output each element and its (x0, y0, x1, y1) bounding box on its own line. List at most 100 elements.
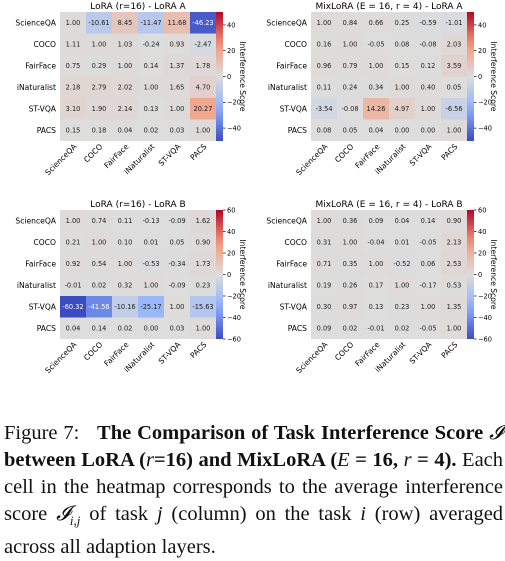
colorbar-tick-label: 40 (478, 228, 486, 236)
cell-value-label: 0.01 (395, 238, 410, 246)
colorbar-tick-label: −20 (478, 292, 492, 300)
heatmap-cell (112, 76, 138, 98)
heatmap-cell (337, 296, 363, 318)
colorbar-tick-label: 20 (478, 249, 486, 257)
cell-value-label: -0.09 (168, 217, 185, 225)
heatmap-cell (190, 274, 216, 296)
row-label: iNaturalist (17, 281, 56, 290)
cell-value-label: 0.02 (92, 281, 107, 289)
heatmap-cell (337, 55, 363, 77)
colorbar-tick-label: 0 (227, 271, 231, 279)
cell-value-label: 1.00 (144, 281, 159, 289)
cell-value-label: -0.13 (142, 217, 159, 225)
heatmap-cell (389, 253, 415, 275)
heatmap-cell (415, 12, 441, 34)
column-label: COCO (333, 340, 355, 362)
heatmap-cell (60, 119, 86, 141)
heatmap-cell (415, 210, 441, 232)
heatmap-cell (363, 119, 389, 141)
cell-value-label: -11.47 (140, 19, 161, 27)
heatmap-cell (311, 296, 337, 318)
colorbar-tick-label: −20 (227, 292, 241, 300)
row-label: ScienceQA (266, 216, 307, 225)
colorbar-tick-label: −40 (227, 125, 241, 133)
cell-value-label: -0.52 (393, 260, 410, 268)
heatmap-cell (311, 253, 337, 275)
heatmap-cell (415, 76, 441, 98)
cell-value-label: 0.19 (317, 281, 332, 289)
row-label: COCO (33, 40, 56, 49)
heatmap-panel-3: LoRA (r=16) - LoRA B 1.00 0.74 0.11 -0.13 -0.… (15, 200, 247, 375)
heatmap-cell (164, 317, 190, 339)
heatmap-figure: LoRA (r=16) - LoRA A 1.00 -10.61 8.45 -11.47… (15, 2, 498, 375)
cell-value-label: 0.10 (118, 238, 133, 246)
cell-value-label: 1.00 (317, 19, 332, 27)
heatmap-cell (164, 274, 190, 296)
cell-value-label: 1.00 (421, 105, 436, 113)
colorbar-tick-label: −20 (227, 99, 241, 107)
colorbar (467, 12, 474, 141)
heatmap-cell (415, 274, 441, 296)
cell-value-label: 0.00 (395, 126, 410, 134)
heatmap-cell (86, 317, 112, 339)
cell-value-label: 1.73 (196, 260, 211, 268)
cell-value-label: 0.11 (118, 217, 133, 225)
heatmap-cell (389, 98, 415, 120)
cell-value-label: 0.35 (343, 260, 358, 268)
cell-value-label: -0.59 (419, 19, 436, 27)
cell-value-label: 0.90 (196, 238, 211, 246)
heatmap-cell (311, 76, 337, 98)
cell-value-label: 0.96 (317, 62, 332, 70)
colorbar-tick-label: 60 (478, 206, 486, 214)
cell-value-label: 4.97 (395, 105, 410, 113)
heatmap-cell (337, 76, 363, 98)
cell-value-label: 0.03 (170, 126, 185, 134)
cell-value-label: 0.01 (144, 238, 159, 246)
heatmap-cell (441, 33, 467, 55)
cell-value-label: 2.13 (447, 238, 462, 246)
cell-value-label: 11.68 (168, 19, 187, 27)
cell-value-label: 0.30 (317, 303, 332, 311)
cell-value-label: 1.00 (343, 40, 358, 48)
heatmap-panel-2: MixLoRA (E = 16, r = 4) - LoRA A 1.00 0.84… (266, 2, 498, 177)
heatmap-cell (86, 98, 112, 120)
row-label: COCO (284, 40, 307, 49)
cell-value-label: 0.97 (343, 303, 358, 311)
cell-value-label: -10.16 (114, 303, 135, 311)
heatmap-cell (337, 210, 363, 232)
colorbar-tick-label: 0 (478, 271, 482, 279)
cell-value-label: -0.17 (419, 281, 436, 289)
heatmap-cell (337, 317, 363, 339)
heatmap-cell (415, 296, 441, 318)
cell-value-label: 1.00 (343, 238, 358, 246)
figure-caption: Figure 7: The Comparison of Task Interfe… (4, 420, 503, 561)
heatmap-cell (112, 98, 138, 120)
row-label: PACS (288, 324, 307, 333)
cell-value-label: 1.00 (66, 19, 81, 27)
heatmap-cell (441, 12, 467, 34)
heatmap-cell (86, 210, 112, 232)
cell-value-label: 2.18 (66, 83, 81, 91)
row-label: ST-VQA (29, 104, 57, 113)
heatmap-cell (441, 76, 467, 98)
column-label: COCO (82, 142, 104, 164)
heatmap-cell (190, 12, 216, 34)
heatmap-cell (138, 119, 164, 141)
cell-value-label: 0.15 (395, 62, 410, 70)
cell-value-label: 0.25 (395, 19, 410, 27)
heatmap-cell (415, 119, 441, 141)
cell-value-label: 0.31 (317, 238, 332, 246)
row-label: ScienceQA (15, 216, 56, 225)
cell-value-label: -2.47 (194, 40, 211, 48)
caption-bold-title: The Comparison of Task Interference Scor… (4, 422, 504, 471)
cell-value-label: 0.14 (92, 324, 107, 332)
row-label: ST-VQA (280, 302, 308, 311)
cell-value-label: -0.05 (419, 238, 436, 246)
cell-value-label: 0.05 (343, 126, 358, 134)
heatmap-cell (389, 12, 415, 34)
heatmap-cell (389, 274, 415, 296)
cell-value-label: -15.63 (192, 303, 213, 311)
cell-value-label: 1.62 (196, 217, 211, 225)
cell-value-label: 14.26 (367, 105, 386, 113)
heatmap-cell (337, 253, 363, 275)
